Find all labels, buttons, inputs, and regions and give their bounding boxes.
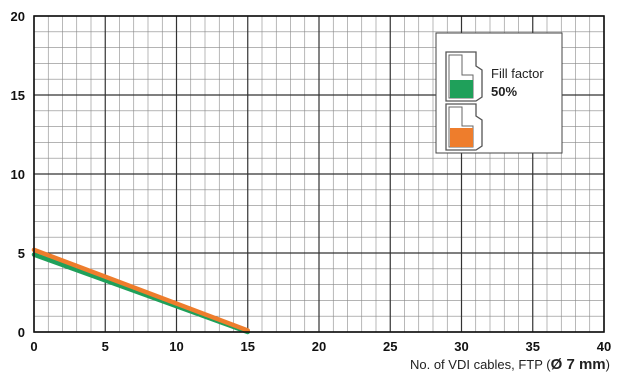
cable-duct-icon-green bbox=[445, 51, 483, 102]
legend-box: Fill factor 50% bbox=[435, 32, 563, 154]
x-axis-label-prefix: No. of VDI cables, FTP ( bbox=[409, 357, 551, 372]
x-tick-label: 10 bbox=[169, 339, 183, 354]
y-tick-label: 5 bbox=[18, 246, 25, 261]
y-tick-label: 0 bbox=[18, 325, 25, 340]
x-axis-label: No. of VDI cables, FTP (Ø 7 mm) bbox=[410, 356, 610, 373]
x-axis-label-diameter: Ø 7 mm bbox=[550, 356, 606, 373]
legend-label-fill-factor: Fill factor bbox=[491, 66, 544, 81]
y-tick-label: 20 bbox=[11, 9, 25, 24]
x-tick-label: 35 bbox=[526, 339, 540, 354]
x-tick-label: 40 bbox=[597, 339, 611, 354]
series-line-2 bbox=[31, 247, 250, 333]
ticks-layer: 0 5 10 15 20 25 30 35 40 0 5 10 15 20 bbox=[11, 9, 612, 354]
x-axis-label-suffix: ) bbox=[605, 357, 610, 372]
x-tick-label: 0 bbox=[30, 339, 37, 354]
x-tick-label: 20 bbox=[312, 339, 326, 354]
x-tick-label: 30 bbox=[454, 339, 468, 354]
cable-duct-icon-orange bbox=[445, 103, 483, 151]
legend-swatch-orange bbox=[450, 128, 473, 147]
plot-frame bbox=[33, 15, 605, 333]
x-tick-label: 25 bbox=[383, 339, 397, 354]
legend-swatch-green bbox=[450, 80, 473, 98]
x-tick-label: 15 bbox=[241, 339, 255, 354]
x-tick-label: 5 bbox=[102, 339, 109, 354]
legend-label-percent: 50% bbox=[491, 84, 517, 99]
series-layer bbox=[31, 247, 250, 335]
y-tick-label: 10 bbox=[11, 167, 25, 182]
y-tick-label: 15 bbox=[11, 88, 25, 103]
